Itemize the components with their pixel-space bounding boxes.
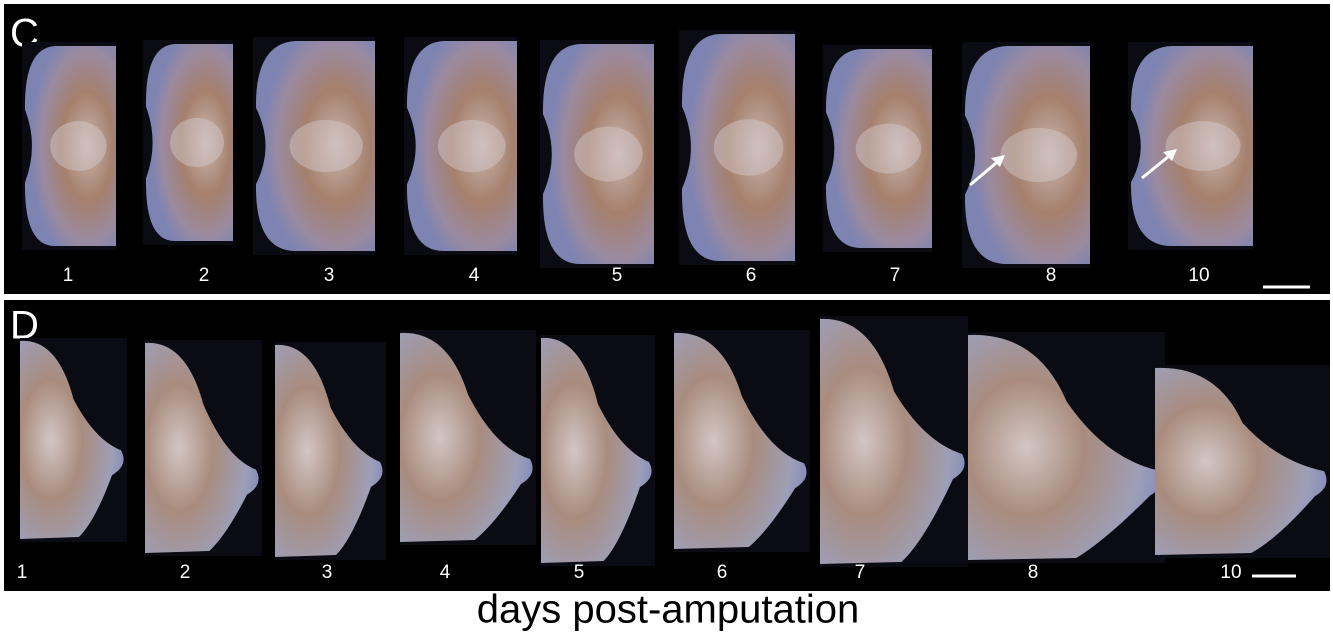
day-label: 3 bbox=[324, 265, 335, 286]
day-label: 10 bbox=[1188, 265, 1209, 286]
day-label: 1 bbox=[63, 265, 74, 286]
specimen-image bbox=[404, 37, 522, 255]
day-label: 3 bbox=[322, 562, 333, 583]
pigment bbox=[714, 119, 784, 175]
day-label: 6 bbox=[746, 265, 757, 286]
day-label: 7 bbox=[890, 265, 901, 286]
pigment bbox=[290, 120, 363, 172]
day-label: 1 bbox=[17, 562, 28, 583]
specimen-image bbox=[1155, 365, 1330, 558]
specimen-image bbox=[145, 340, 262, 556]
specimen-image bbox=[541, 335, 655, 566]
specimen-image bbox=[1128, 42, 1258, 250]
day-label: 4 bbox=[469, 265, 480, 286]
page: C D days post-amputation 123456781012345… bbox=[0, 0, 1333, 636]
specimen-image bbox=[820, 316, 968, 567]
pigment bbox=[856, 124, 921, 174]
specimen-image bbox=[540, 40, 659, 268]
pigment bbox=[1000, 128, 1077, 182]
specimen-image bbox=[20, 338, 127, 542]
day-label: 4 bbox=[440, 562, 451, 583]
specimen-image bbox=[823, 45, 937, 252]
specimen-image bbox=[674, 330, 810, 552]
day-label: 10 bbox=[1220, 562, 1241, 583]
specimen-image bbox=[679, 30, 800, 265]
day-label: 6 bbox=[717, 562, 728, 583]
specimen-image bbox=[275, 342, 386, 560]
pigment bbox=[574, 127, 642, 182]
pigment bbox=[50, 121, 106, 171]
figure: C D days post-amputation 123456781012345… bbox=[0, 0, 1333, 636]
pigment bbox=[170, 118, 224, 167]
specimen-image bbox=[400, 330, 536, 545]
specimen-image bbox=[962, 42, 1095, 268]
day-label: 8 bbox=[1028, 562, 1039, 583]
day-label: 2 bbox=[180, 562, 191, 583]
day-label: 8 bbox=[1046, 265, 1057, 286]
day-label: 5 bbox=[574, 562, 585, 583]
day-label: 5 bbox=[612, 265, 623, 286]
specimen-image bbox=[22, 42, 121, 250]
day-label: 7 bbox=[855, 562, 866, 583]
specimen-image bbox=[968, 332, 1165, 563]
specimen-image bbox=[143, 40, 238, 245]
pigment bbox=[1166, 121, 1241, 171]
day-label: 2 bbox=[199, 265, 210, 286]
pigment bbox=[438, 120, 506, 172]
specimen-image bbox=[253, 37, 380, 255]
caption: days post-amputation bbox=[477, 588, 859, 632]
